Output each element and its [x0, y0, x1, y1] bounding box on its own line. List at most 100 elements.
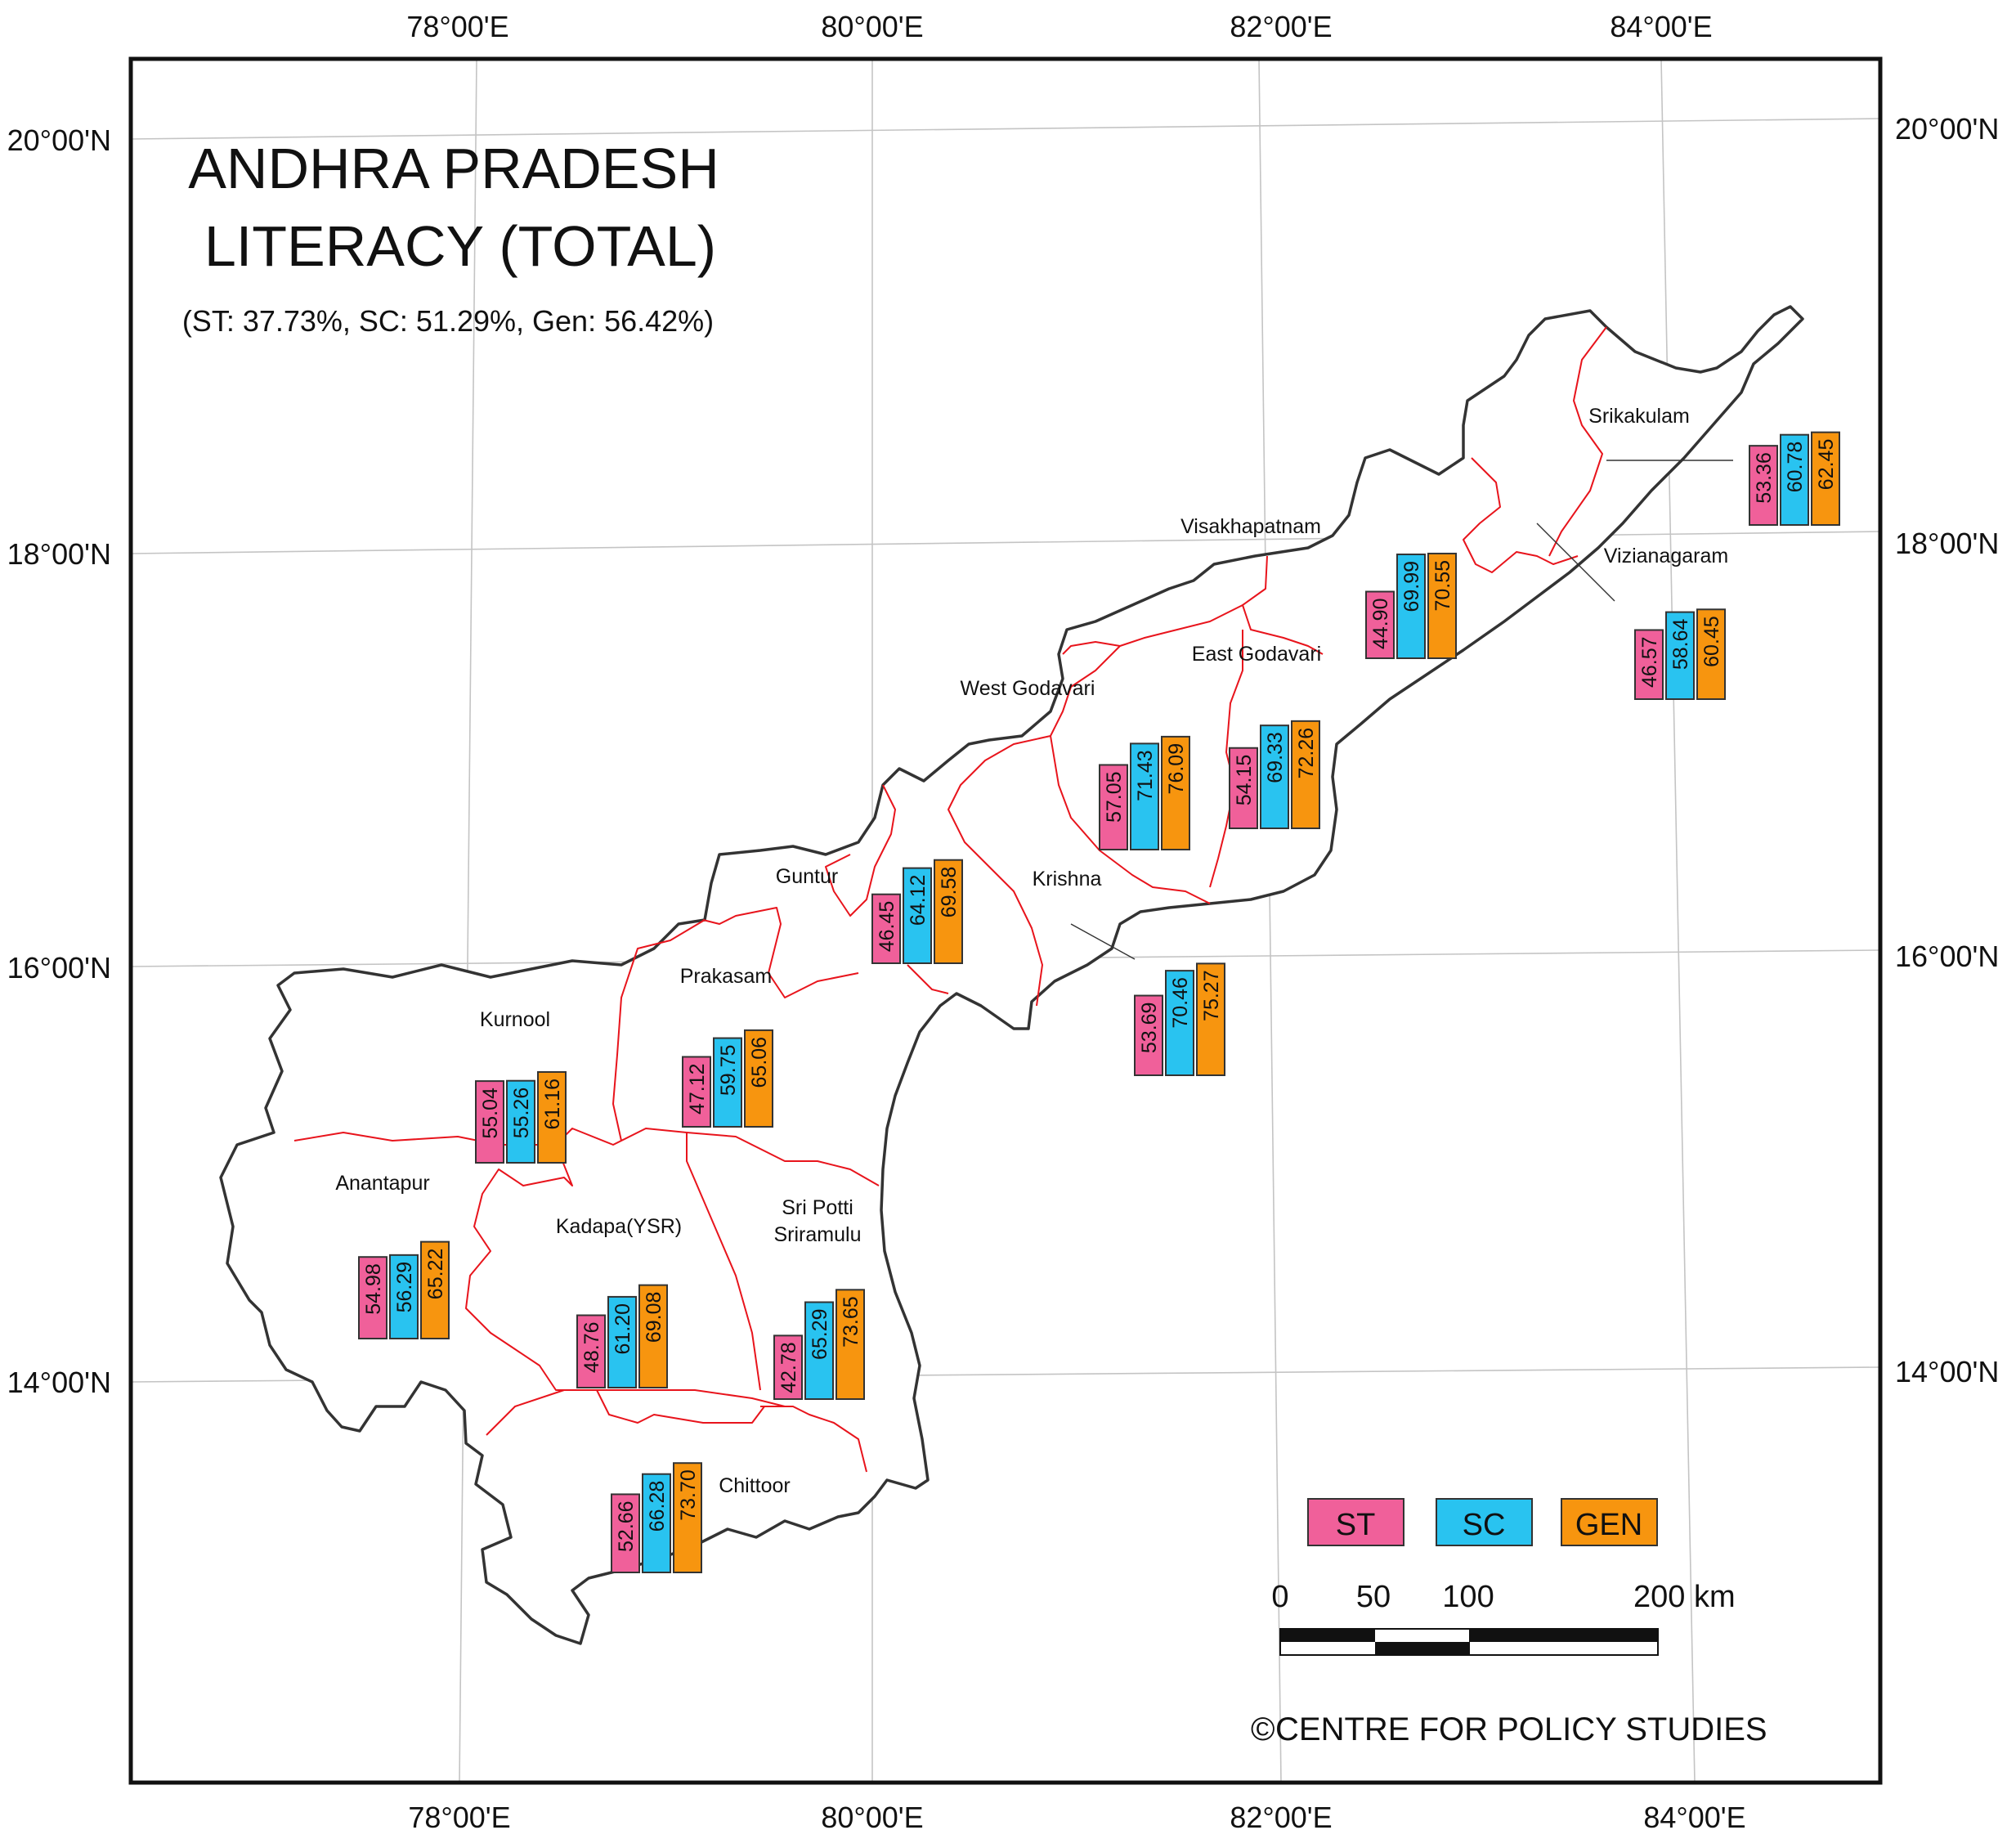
lat-label-left: 18°00'N — [7, 537, 111, 571]
bar-gen — [744, 1029, 773, 1128]
bar-value-label: 44.90 — [1369, 599, 1392, 650]
district-name-label: Kurnool — [480, 1008, 550, 1031]
bar-value-label: 71.43 — [1134, 750, 1157, 801]
legend-swatch-sc — [1436, 1498, 1533, 1546]
bar-value-label: 48.76 — [580, 1322, 603, 1374]
scale-tick-label: 200 km — [1633, 1580, 1736, 1614]
map-title-line1: ANDHRA PRADESH — [188, 137, 719, 200]
lat-label-right: 14°00'N — [1895, 1355, 1999, 1388]
bar-value-label: 73.70 — [677, 1469, 700, 1521]
bar-sc — [1260, 724, 1289, 830]
bar-value-label: 61.20 — [612, 1303, 634, 1355]
lat-label-left: 20°00'N — [7, 123, 111, 157]
bar-gen — [1291, 720, 1320, 829]
lat-label-right: 16°00'N — [1895, 940, 1999, 973]
bar-st — [475, 1080, 504, 1164]
bar-gen — [1161, 735, 1190, 851]
district-name-label: Prakasam — [680, 965, 773, 988]
district-name-label: Chittoor — [719, 1474, 791, 1497]
bar-st — [1749, 445, 1778, 527]
bar-sc — [1396, 553, 1426, 659]
bar-value-label: 65.22 — [424, 1249, 447, 1300]
bar-sc — [713, 1037, 742, 1128]
bar-sc — [389, 1254, 419, 1339]
bar-st — [1134, 994, 1163, 1076]
bar-value-label: 53.69 — [1138, 1002, 1161, 1054]
bar-st — [1229, 747, 1258, 830]
bar-value-label: 62.45 — [1815, 439, 1838, 491]
district-name-label: Sri Potti — [782, 1196, 853, 1219]
bar-gen — [537, 1070, 567, 1164]
bar-value-label: 69.99 — [1400, 561, 1423, 612]
bar-value-label: 52.66 — [615, 1500, 638, 1552]
bar-value-label: 54.15 — [1233, 755, 1256, 806]
copyright-symbol: © — [1251, 1711, 1275, 1747]
legend-swatch-st — [1307, 1498, 1404, 1546]
district-name-label: Krishna — [1033, 868, 1102, 890]
bar-gen — [420, 1240, 450, 1340]
legend-label-sc: SC — [1463, 1508, 1506, 1542]
bar-value-label: 61.16 — [541, 1079, 564, 1130]
bar-st — [358, 1256, 388, 1339]
bar-value-label: 76.09 — [1165, 743, 1188, 795]
scale-tick-label: 50 — [1356, 1580, 1391, 1614]
bar-value-label: 65.29 — [809, 1308, 831, 1360]
lat-label-left: 16°00'N — [7, 951, 111, 985]
map-title-line2: LITERACY (TOTAL) — [204, 214, 716, 278]
lon-label-top: 82°00'E — [1230, 10, 1332, 43]
bar-sc — [804, 1301, 834, 1401]
legend-label-st: ST — [1336, 1508, 1376, 1542]
bar-value-label: 75.27 — [1200, 970, 1223, 1021]
bar-value-label: 57.05 — [1103, 771, 1126, 823]
bar-gen — [836, 1289, 865, 1400]
legend: ST SC GEN — [1307, 1498, 1658, 1546]
bar-gen — [1196, 962, 1225, 1077]
bar-sc — [642, 1473, 671, 1573]
map-frame — [128, 56, 1883, 1785]
bar-st — [1099, 764, 1128, 850]
bar-value-label: 59.75 — [717, 1045, 740, 1097]
bar-gen — [1696, 608, 1726, 701]
bar-sc — [1665, 611, 1695, 701]
bar-st — [1365, 590, 1395, 659]
bar-value-label: 56.29 — [393, 1262, 416, 1313]
bar-value-label: 69.08 — [643, 1292, 665, 1343]
bar-gen — [1811, 431, 1840, 527]
legend-swatch-gen — [1561, 1498, 1658, 1546]
bar-st — [576, 1314, 606, 1389]
bar-gen — [934, 859, 963, 964]
bar-value-label: 42.78 — [777, 1342, 800, 1393]
lat-label-right: 20°00'N — [1895, 112, 1999, 146]
map-subtitle: (ST: 37.73%, SC: 51.29%, Gen: 56.42%) — [182, 304, 714, 338]
bar-sc — [1165, 970, 1194, 1077]
bar-clusters: 53.36 60.78 62.45 46.57 58.64 60.45 44.90 69.99… — [358, 431, 1840, 1574]
district-name-label: Sriramulu — [774, 1223, 862, 1246]
bar-value-label: 46.57 — [1638, 636, 1661, 688]
scale-tick-label: 0 — [1271, 1580, 1288, 1614]
lon-label-bottom: 82°00'E — [1230, 1801, 1332, 1834]
bar-st — [871, 893, 901, 964]
bar-value-label: 70.55 — [1431, 560, 1454, 612]
lat-label-right: 18°00'N — [1895, 527, 1999, 560]
bar-value-label: 73.65 — [840, 1296, 862, 1348]
lat-label-left: 14°00'N — [7, 1366, 111, 1399]
bar-st — [682, 1056, 711, 1128]
bar-value-label: 58.64 — [1669, 618, 1692, 670]
district-name-label: East Godavari — [1192, 643, 1321, 666]
bar-value-label: 60.78 — [1784, 442, 1807, 493]
bar-sc — [1780, 433, 1809, 527]
bar-value-label: 47.12 — [686, 1063, 709, 1115]
lon-label-top: 78°00'E — [406, 10, 508, 43]
bar-value-label: 55.04 — [479, 1088, 502, 1139]
lon-label-bottom: 80°00'E — [821, 1801, 923, 1834]
bar-value-label: 46.45 — [876, 901, 898, 953]
bar-value-label: 55.26 — [510, 1088, 533, 1139]
bar-value-label: 70.46 — [1169, 977, 1192, 1029]
bar-st — [611, 1493, 640, 1574]
district-labels: Srikakulam Vizianagaram Visakhapatnam East … — [335, 405, 1728, 1497]
bar-value-label: 53.36 — [1753, 452, 1776, 504]
district-name-label: Guntur — [776, 865, 838, 888]
district-name-label: Srikakulam — [1588, 405, 1690, 428]
bar-value-label: 66.28 — [646, 1481, 669, 1532]
